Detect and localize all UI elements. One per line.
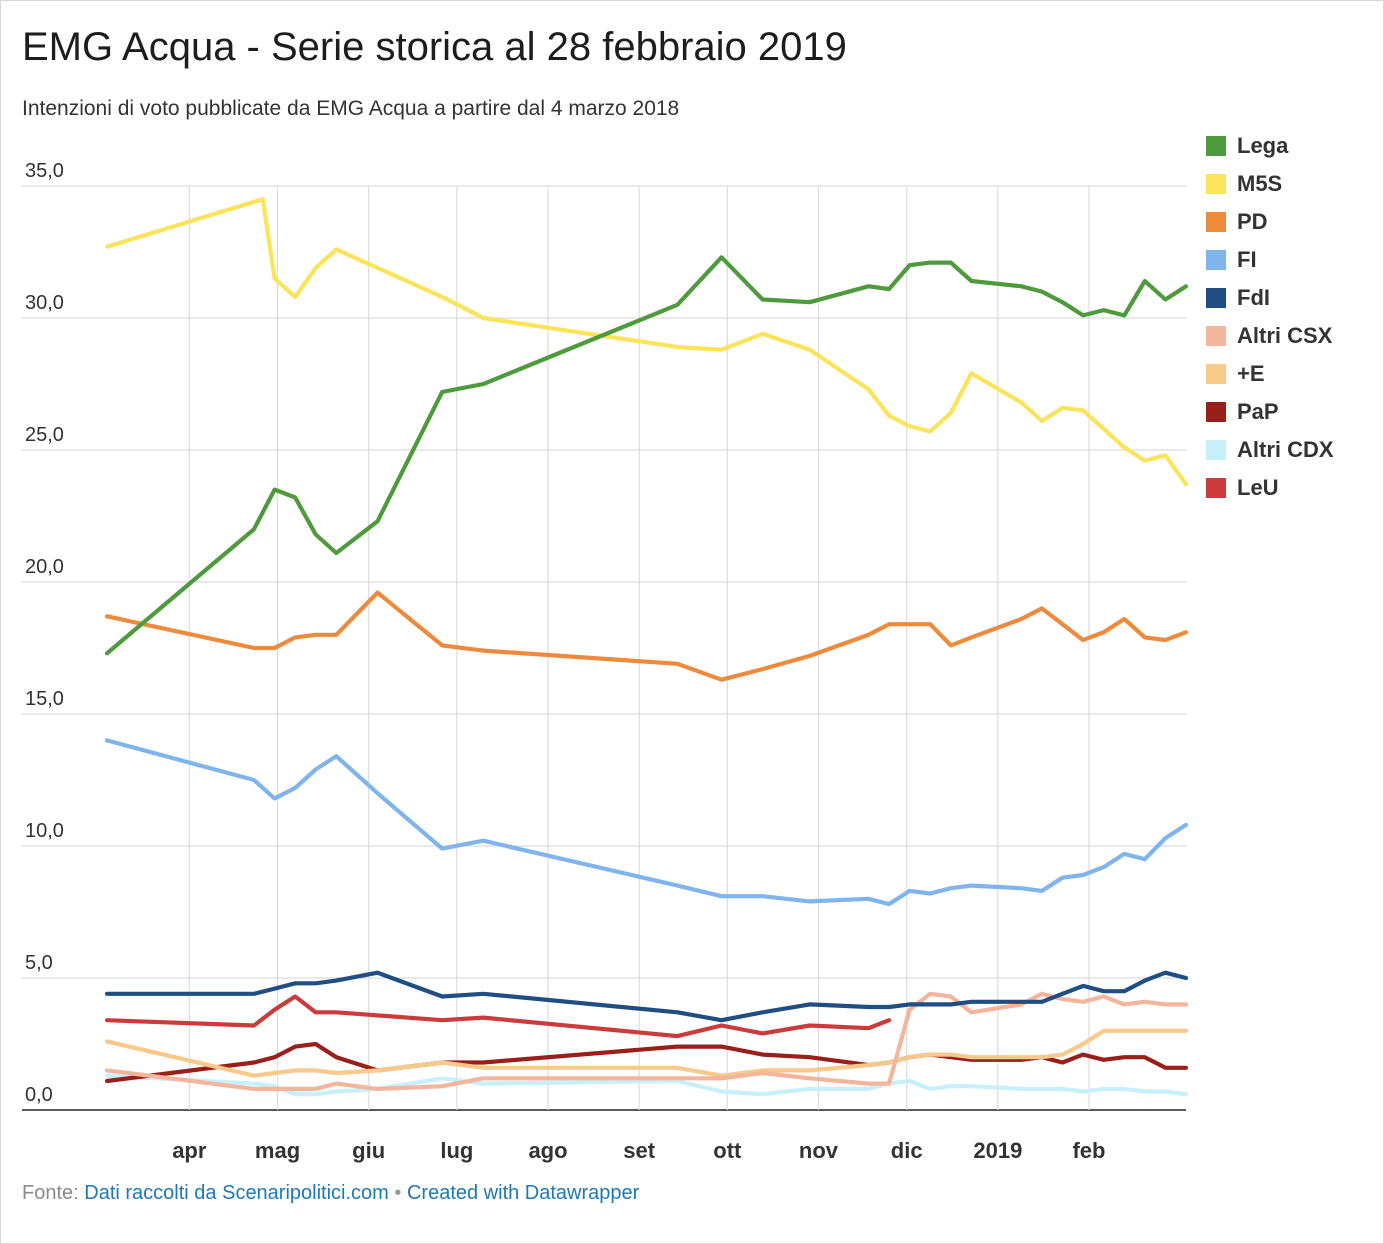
legend-label: PaP [1237, 399, 1279, 424]
x-tick-label: feb [1072, 1138, 1105, 1163]
y-tick-label: 25,0 [25, 424, 64, 446]
legend-swatch [1206, 364, 1226, 384]
x-axis-ticks: apr mag giu lug ago set ott nov dic 2019 feb [172, 1138, 1105, 1163]
legend-swatch [1206, 250, 1226, 270]
legend-label: +E [1237, 361, 1265, 386]
series-line-fdi [104, 970, 1189, 1023]
y-tick-label: 10,0 [25, 820, 64, 842]
grid-lines [22, 185, 1186, 1111]
legend-swatch [1206, 440, 1226, 460]
legend-item: FI [1206, 241, 1376, 279]
x-tick-label: nov [799, 1138, 839, 1163]
y-tick-label: 35,0 [25, 160, 64, 182]
y-tick-label: 30,0 [25, 292, 64, 314]
legend-item: +E [1206, 355, 1376, 393]
legend-item: Altri CSX [1206, 317, 1376, 355]
legend-label: Altri CSX [1237, 323, 1333, 348]
legend-label: Lega [1237, 133, 1289, 158]
x-tick-label: apr [172, 1138, 207, 1163]
chart-title: EMG Acqua - Serie storica al 28 febbraio… [22, 25, 847, 69]
legend-label: LeU [1237, 475, 1279, 500]
legend-item: PD [1206, 203, 1376, 241]
legend-label: FI [1237, 247, 1257, 272]
x-tick-label: ott [713, 1138, 742, 1163]
series-lines [104, 197, 1189, 1097]
chart-subtitle: Intenzioni di voto pubblicate da EMG Acq… [22, 97, 680, 120]
legend-item: Lega [1206, 127, 1376, 165]
series-line-fi [104, 738, 1189, 907]
legend-label: M5S [1237, 171, 1283, 196]
legend-swatch [1206, 326, 1226, 346]
source-link[interactable]: Dati raccolti da Scenaripolitici.com [84, 1182, 389, 1204]
legend-swatch [1206, 402, 1226, 422]
series-line-e [104, 1028, 1189, 1078]
y-tick-label: 15,0 [25, 688, 64, 710]
series-line-leu [104, 994, 892, 1039]
x-tick-label: 2019 [973, 1138, 1022, 1163]
legend-swatch [1206, 288, 1226, 308]
y-tick-label: 0,0 [25, 1084, 53, 1106]
y-axis-ticks: 0,0 5,0 10,0 15,0 20,0 25,0 30,0 35,0 [25, 160, 64, 1106]
legend-swatch [1206, 212, 1226, 232]
series-line-pd [104, 590, 1189, 682]
x-tick-label: set [623, 1138, 655, 1163]
datawrapper-link[interactable]: Created with Datawrapper [406, 1182, 640, 1204]
x-tick-label: giu [352, 1138, 385, 1163]
x-tick-label: mag [255, 1138, 300, 1163]
y-tick-label: 20,0 [25, 556, 64, 578]
legend-label: FdI [1237, 285, 1270, 310]
x-tick-label: ago [528, 1138, 567, 1163]
legend-label: Altri CDX [1237, 437, 1334, 462]
legend-item: LeU [1206, 469, 1376, 507]
series-line-m5s [104, 197, 1189, 487]
legend-item: PaP [1206, 393, 1376, 431]
legend-label: PD [1237, 209, 1268, 234]
y-tick-label: 5,0 [25, 952, 53, 974]
legend-swatch [1206, 136, 1226, 156]
x-tick-label: lug [440, 1138, 473, 1163]
series-line-altri-cdx [104, 1073, 1189, 1097]
series-line-altri-csx [104, 991, 1189, 1092]
legend-item: M5S [1206, 165, 1376, 203]
legend-item: Altri CDX [1206, 431, 1376, 469]
legend-item: FdI [1206, 279, 1376, 317]
footer: Fonte: Dati raccolti da Scenaripolitici.… [22, 1180, 639, 1206]
source-label: Fonte: [22, 1182, 79, 1204]
x-tick-label: dic [891, 1138, 923, 1163]
legend-swatch [1206, 174, 1226, 194]
legend-swatch [1206, 478, 1226, 498]
legend: Lega M5S PD FI FdI Altri CSX +E PaP Altri CDX LeU [1206, 127, 1376, 507]
series-line-lega [104, 255, 1189, 656]
footer-separator: • [394, 1182, 402, 1204]
